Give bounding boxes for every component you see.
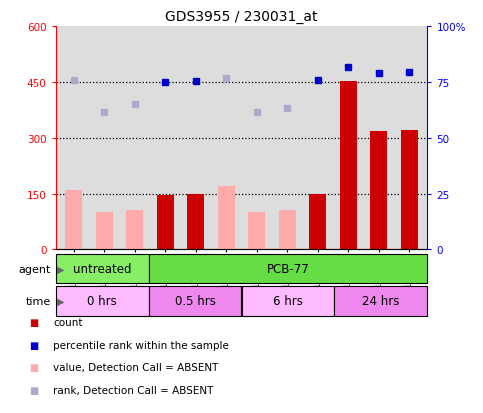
Text: 24 hrs: 24 hrs xyxy=(362,294,399,308)
Bar xyxy=(149,254,427,284)
Text: ■: ■ xyxy=(29,340,39,350)
Bar xyxy=(279,211,296,250)
Text: untreated: untreated xyxy=(73,262,131,275)
Text: time: time xyxy=(26,296,51,306)
Text: 0.5 hrs: 0.5 hrs xyxy=(174,294,215,308)
Text: value, Detection Call = ABSENT: value, Detection Call = ABSENT xyxy=(53,363,218,373)
Bar xyxy=(340,81,356,250)
Bar xyxy=(309,194,326,250)
Bar xyxy=(157,195,174,250)
Bar xyxy=(66,190,82,250)
Text: percentile rank within the sample: percentile rank within the sample xyxy=(53,340,229,350)
Text: agent: agent xyxy=(18,264,51,274)
Text: 0 hrs: 0 hrs xyxy=(87,294,117,308)
Bar xyxy=(370,132,387,250)
Bar xyxy=(56,286,149,316)
Bar xyxy=(187,195,204,250)
Text: rank, Detection Call = ABSENT: rank, Detection Call = ABSENT xyxy=(53,385,213,395)
Text: ■: ■ xyxy=(29,317,39,327)
Bar xyxy=(127,211,143,250)
Text: count: count xyxy=(53,317,83,327)
Title: GDS3955 / 230031_at: GDS3955 / 230031_at xyxy=(165,10,318,24)
Bar xyxy=(96,213,113,250)
Bar xyxy=(149,286,242,316)
Text: PCB-77: PCB-77 xyxy=(267,262,310,275)
Text: ▶: ▶ xyxy=(57,296,64,306)
Text: ■: ■ xyxy=(29,363,39,373)
Bar xyxy=(334,286,427,316)
Text: ■: ■ xyxy=(29,385,39,395)
Text: ▶: ▶ xyxy=(57,264,64,274)
Bar xyxy=(248,213,265,250)
Bar xyxy=(401,131,417,250)
Bar xyxy=(242,286,334,316)
Bar xyxy=(56,254,149,284)
Text: 6 hrs: 6 hrs xyxy=(273,294,303,308)
Bar xyxy=(218,187,235,250)
